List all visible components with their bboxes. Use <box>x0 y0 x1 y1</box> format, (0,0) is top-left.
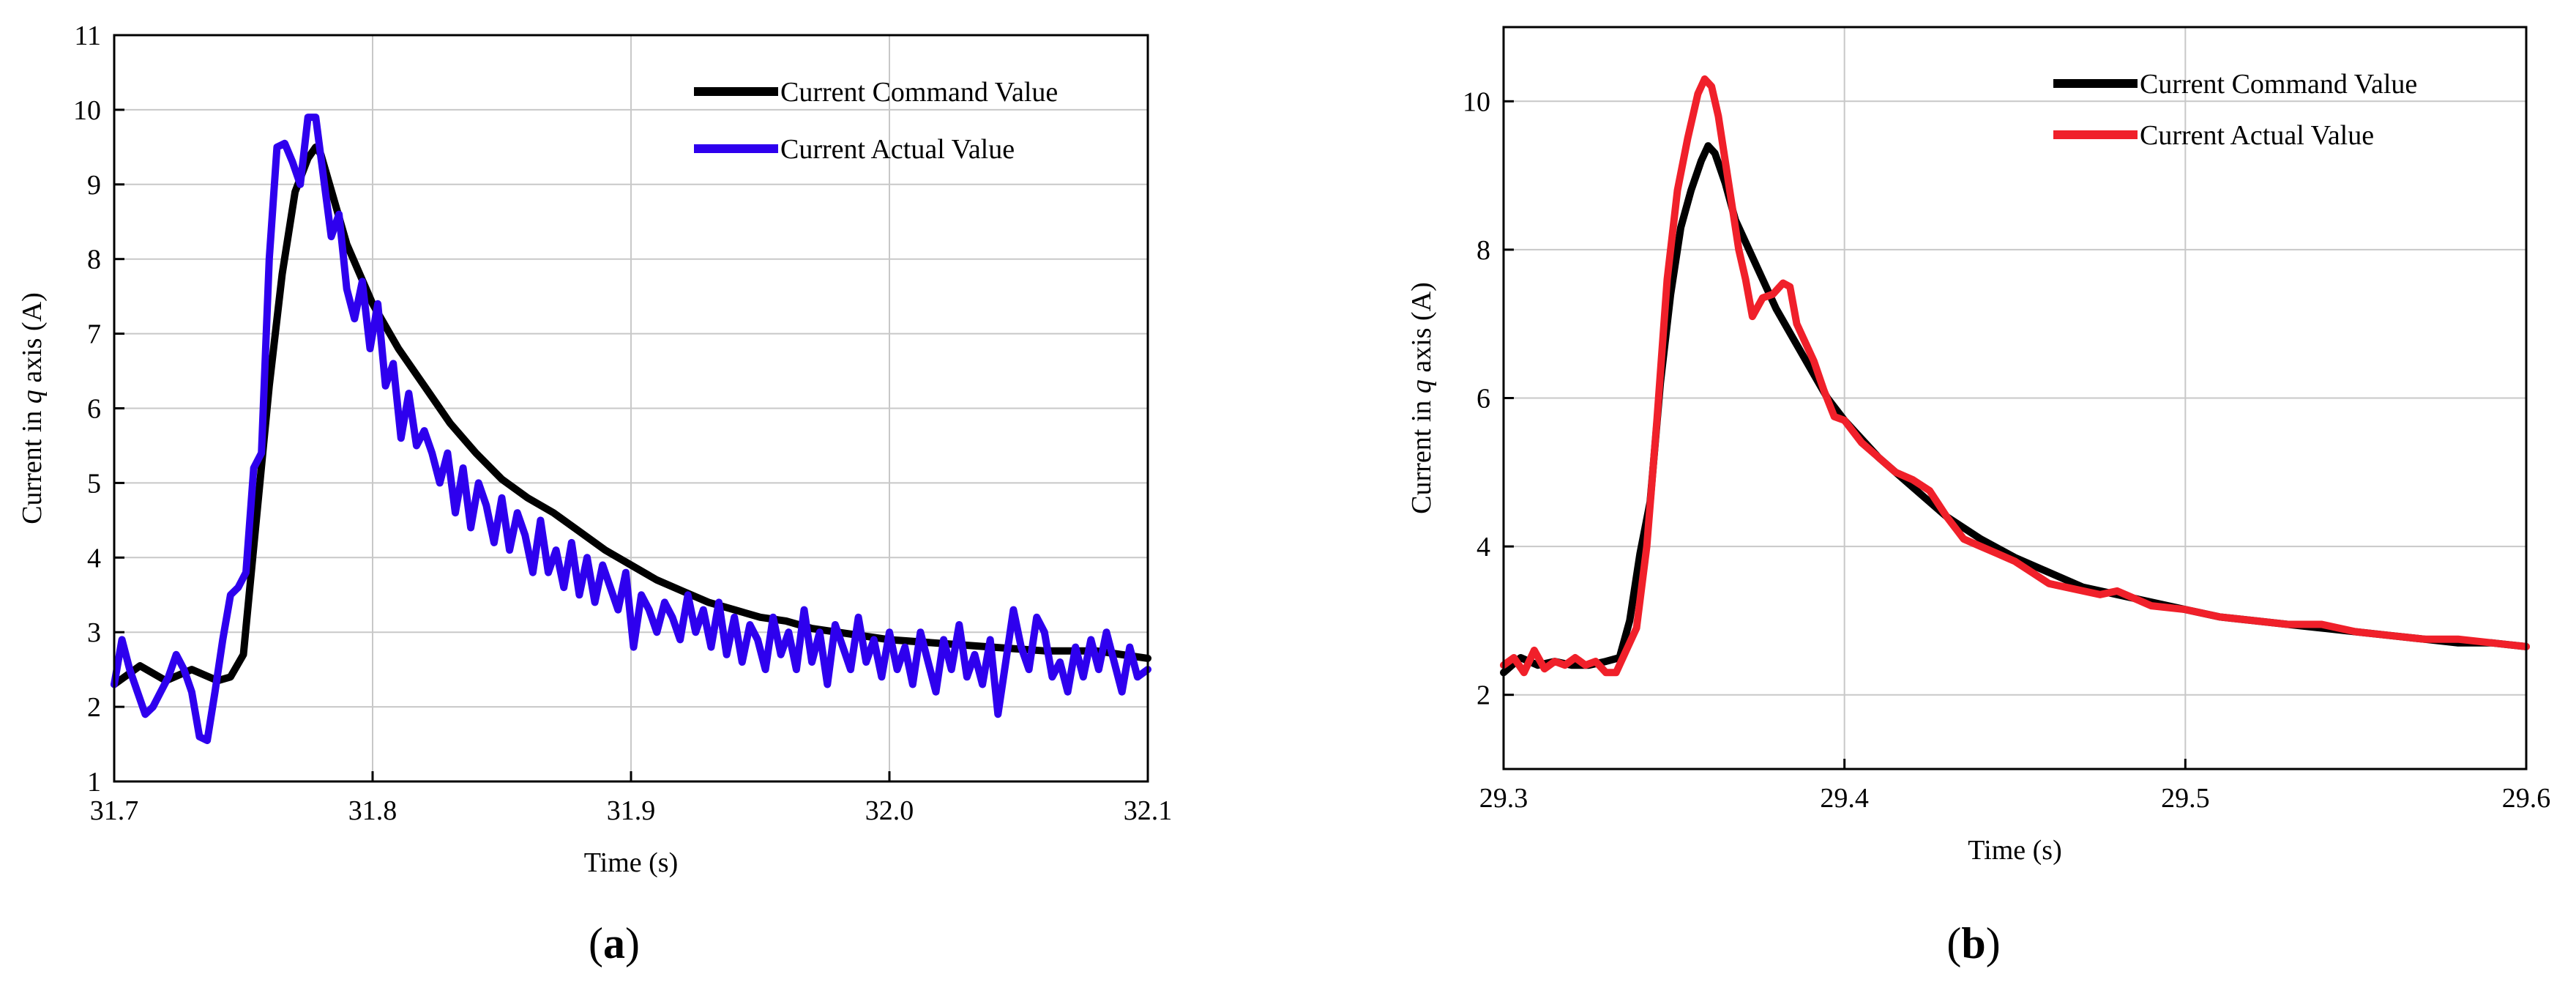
panel-a-y-tick-labels: 1 2 3 4 5 6 7 8 9 10 11 <box>73 21 101 798</box>
panel-b-ticks <box>1502 100 2528 769</box>
panel-a-x-tick-label: 32.1 <box>1124 795 1173 826</box>
panel-a-legend: Current Command Value Current Actual Val… <box>694 77 1058 165</box>
panel-a-y-axis-title: Current in q axis (A) <box>17 292 48 524</box>
panel-a-x-tick-label: 31.8 <box>348 795 397 826</box>
panel-b-x-axis-title: Time (s) <box>1968 835 2061 866</box>
panel-a-x-axis-title: Time (s) <box>584 847 678 878</box>
panel-b-caption-letter: b <box>1961 919 1985 967</box>
panel-b-series <box>1500 75 2530 677</box>
panel-b-gridlines <box>1504 27 2526 769</box>
panel-a-y-axis-title-part: Current in <box>17 404 48 524</box>
panel-a-y-tick-label: 11 <box>74 21 101 51</box>
panel-a-x-tick-labels: 31.7 31.8 31.9 32.0 32.1 <box>90 795 1173 826</box>
panel-a-caption: (a) <box>589 919 640 967</box>
panel-a-y-tick-label: 5 <box>87 468 101 499</box>
panel-a-caption-letter: a <box>603 919 625 967</box>
panel-a-y-tick-label: 8 <box>87 245 101 275</box>
panel-a-x-tick-label: 32.0 <box>865 795 914 826</box>
panel-b-x-tick-label: 29.3 <box>1479 783 1528 814</box>
panel-b-chart: 29.3 29.4 29.5 29.6 2 4 6 8 10 Time (s) … <box>1406 26 2551 967</box>
panel-a-legend-label-actual: Current Actual Value <box>780 134 1015 165</box>
panel-b-legend: Current Command Value Current Actual Val… <box>2053 69 2417 151</box>
panel-b-y-tick-label: 10 <box>1463 86 1490 117</box>
panel-b-x-tick-labels: 29.3 29.4 29.5 29.6 <box>1479 783 2551 814</box>
panel-b-x-tick-label: 29.6 <box>2502 783 2551 814</box>
panel-a-y-tick-label: 7 <box>87 319 101 350</box>
panel-b-legend-label-actual: Current Actual Value <box>2140 120 2374 151</box>
panel-b-x-tick-label: 29.5 <box>2161 783 2210 814</box>
panel-a-y-tick-label: 9 <box>87 170 101 201</box>
panel-a-y-tick-label: 1 <box>87 767 101 798</box>
panel-a-y-tick-label: 10 <box>73 95 101 126</box>
panel-a-y-tick-label: 6 <box>87 394 101 425</box>
panel-b-y-tick-label: 4 <box>1476 532 1490 562</box>
panel-b-y-tick-label: 2 <box>1476 680 1490 711</box>
panel-b-y-axis-title-variable: q <box>1406 379 1437 393</box>
panel-b-legend-label-command: Current Command Value <box>2140 69 2417 100</box>
panel-a-y-tick-label: 2 <box>87 692 101 723</box>
panel-a-x-tick-label: 31.7 <box>90 795 139 826</box>
panel-a-x-tick-label: 31.9 <box>607 795 656 826</box>
panel-a-ticks <box>113 34 1149 783</box>
panel-b-y-axis-title-part: Current in <box>1406 393 1437 514</box>
panel-b-series-line-actual <box>1500 75 2530 677</box>
panel-a-y-axis-title-variable: q <box>17 390 48 404</box>
panel-a-y-tick-label: 4 <box>87 543 101 573</box>
panel-a-series-line-actual <box>111 114 1151 744</box>
panel-b-y-tick-label: 6 <box>1476 384 1490 415</box>
panel-a-legend-label-command: Current Command Value <box>780 77 1058 108</box>
panel-b-y-tick-label: 8 <box>1476 235 1490 266</box>
panel-b-y-tick-labels: 2 4 6 8 10 <box>1463 86 1490 710</box>
panel-b-y-axis-title: Current in q axis (A) <box>1406 282 1437 514</box>
panel-a-series <box>111 114 1151 744</box>
panel-a-chart: 31.7 31.8 31.9 32.0 32.1 1 2 3 4 5 6 7 8… <box>17 21 1172 967</box>
panel-b-caption: (b) <box>1946 919 2000 967</box>
panel-a-y-axis-title-part: axis (A) <box>17 292 48 390</box>
panel-b-y-axis-title-part: axis (A) <box>1406 282 1437 379</box>
panel-a-y-tick-label: 3 <box>87 617 101 648</box>
panel-b-x-tick-label: 29.4 <box>1820 783 1869 814</box>
panel-a-series-line-command <box>111 143 1151 688</box>
